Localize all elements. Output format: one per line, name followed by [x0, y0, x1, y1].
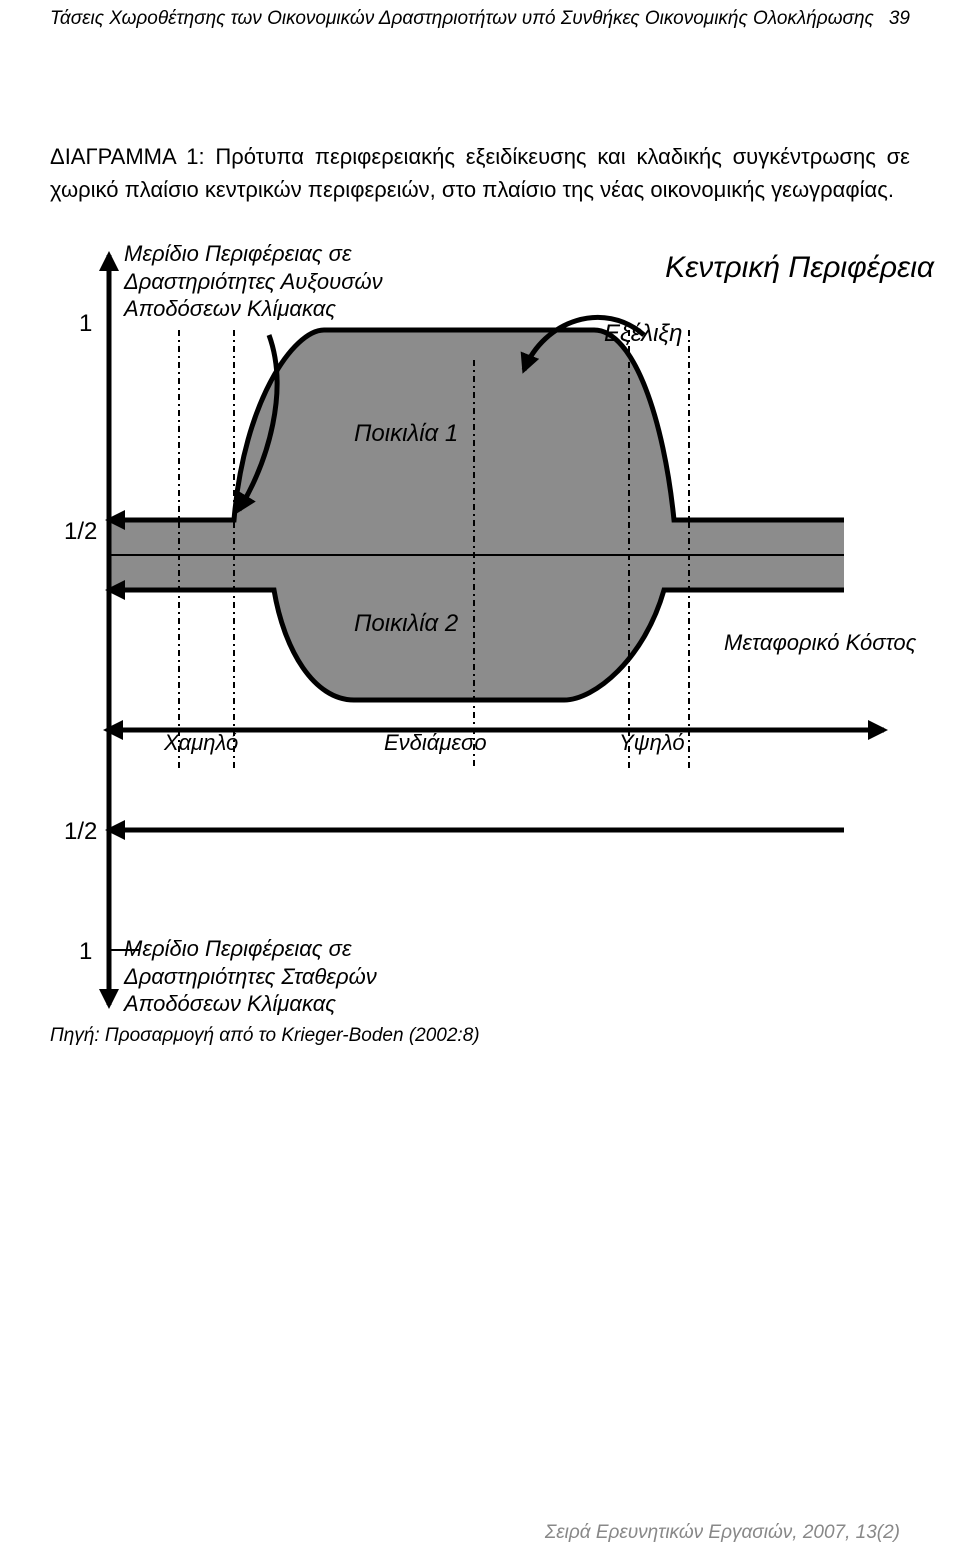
right-upper-label: Κεντρική Περιφέρεια — [665, 250, 934, 286]
page: Τάσεις Χωροθέτησης των Οικονομικών Δραστ… — [0, 0, 960, 1552]
footer-text: Σειρά Ερευνητικών Εργασιών, 2007, 13(2) — [545, 1522, 900, 1544]
running-head-row: Τάσεις Χωροθέτησης των Οικονομικών Δραστ… — [50, 8, 910, 30]
y-upper-label: Μερίδιο Περιφέρειας σε Δραστηριότητες Αυ… — [124, 240, 424, 323]
evolution-label: Εξέλιξη — [604, 320, 682, 348]
variety2-label: Ποικιλία 2 — [354, 610, 458, 638]
ytick-upper-1: 1 — [79, 310, 92, 338]
ytick-lower-1: 1 — [79, 938, 92, 966]
x-right-label: Μεταφορικό Κόστος — [724, 630, 916, 656]
figure-caption: ΔΙΑΓΡΑΜΜΑ 1: Πρότυπα περιφερειακής εξειδ… — [50, 140, 910, 206]
running-head-text: Τάσεις Χωροθέτησης των Οικονομικών Δραστ… — [50, 8, 874, 30]
figure-source: Πηγή: Προσαρμογή από το Krieger-Boden (2… — [50, 1025, 480, 1047]
x-low-label: Χαμηλό — [164, 730, 238, 756]
x-mid-label: Ενδιάμεσο — [384, 730, 487, 756]
x-high-label: Υψηλό — [619, 730, 685, 756]
page-number: 39 — [889, 8, 910, 30]
ytick-upper-half: 1/2 — [64, 518, 97, 546]
economic-geography-diagram: Μερίδιο Περιφέρειας σε Δραστηριότητες Αυ… — [64, 250, 924, 1010]
ytick-lower-half: 1/2 — [64, 818, 97, 846]
y-lower-label: Μερίδιο Περιφέρειας σε Δραστηριότητες Στ… — [124, 935, 424, 1018]
variety1-label: Ποικιλία 1 — [354, 420, 458, 448]
